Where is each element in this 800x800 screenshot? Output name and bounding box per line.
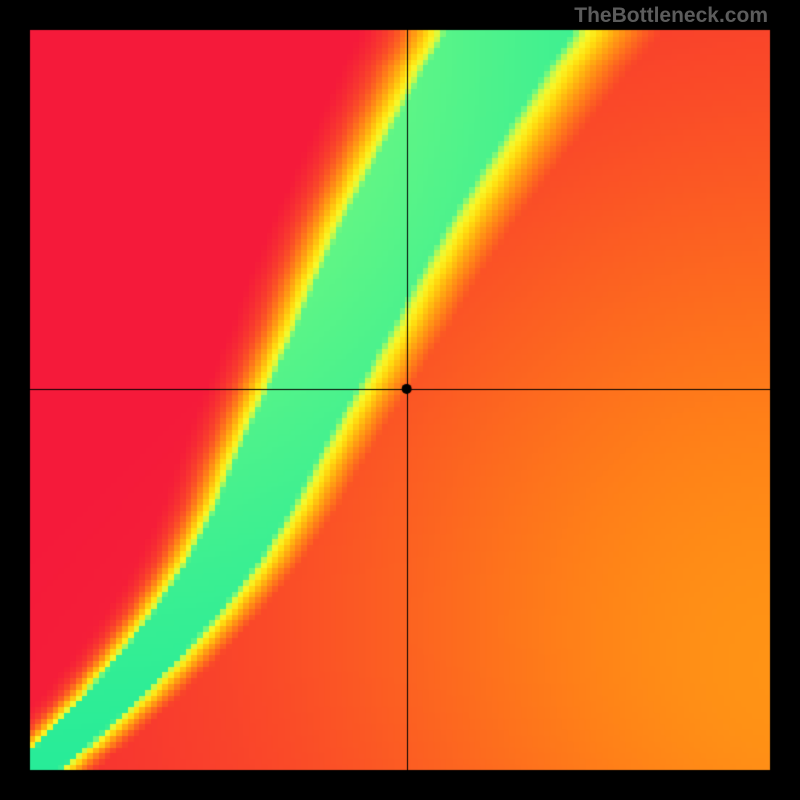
- heatmap-canvas: [0, 0, 800, 800]
- watermark-text: TheBottleneck.com: [574, 4, 768, 28]
- chart-frame: TheBottleneck.com: [0, 0, 800, 800]
